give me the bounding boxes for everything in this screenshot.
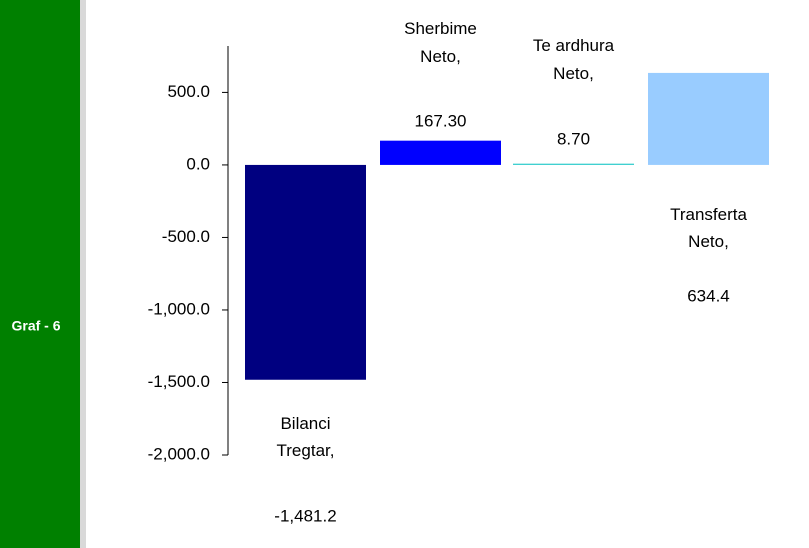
category-label: Transferta Neto, bbox=[670, 205, 747, 251]
bar bbox=[648, 72, 769, 165]
value-label: 634.4 bbox=[687, 286, 730, 305]
bar bbox=[513, 163, 634, 165]
y-tick-label: -1,500.0 bbox=[148, 372, 210, 391]
chart-title: Graf - 6 bbox=[11, 318, 60, 334]
bar bbox=[245, 164, 366, 380]
y-tick-label: -2,000.0 bbox=[148, 444, 210, 463]
value-label: -1,481.2 bbox=[274, 506, 336, 525]
category-label: Bilanci Tregtar, bbox=[277, 414, 335, 460]
value-label: 8.70 bbox=[557, 129, 590, 148]
y-tick-label: 500.0 bbox=[167, 82, 210, 101]
sidebar-edge bbox=[80, 0, 86, 548]
y-tick-label: -1,000.0 bbox=[148, 299, 210, 318]
y-tick-label: 0.0 bbox=[186, 154, 210, 173]
category-label: Te ardhura Neto, bbox=[533, 36, 615, 83]
bar bbox=[380, 140, 501, 165]
value-label: 167.30 bbox=[415, 111, 467, 130]
category-label: Sherbime Neto, bbox=[404, 19, 477, 66]
y-tick-label: -500.0 bbox=[162, 227, 210, 246]
sidebar bbox=[0, 0, 80, 548]
